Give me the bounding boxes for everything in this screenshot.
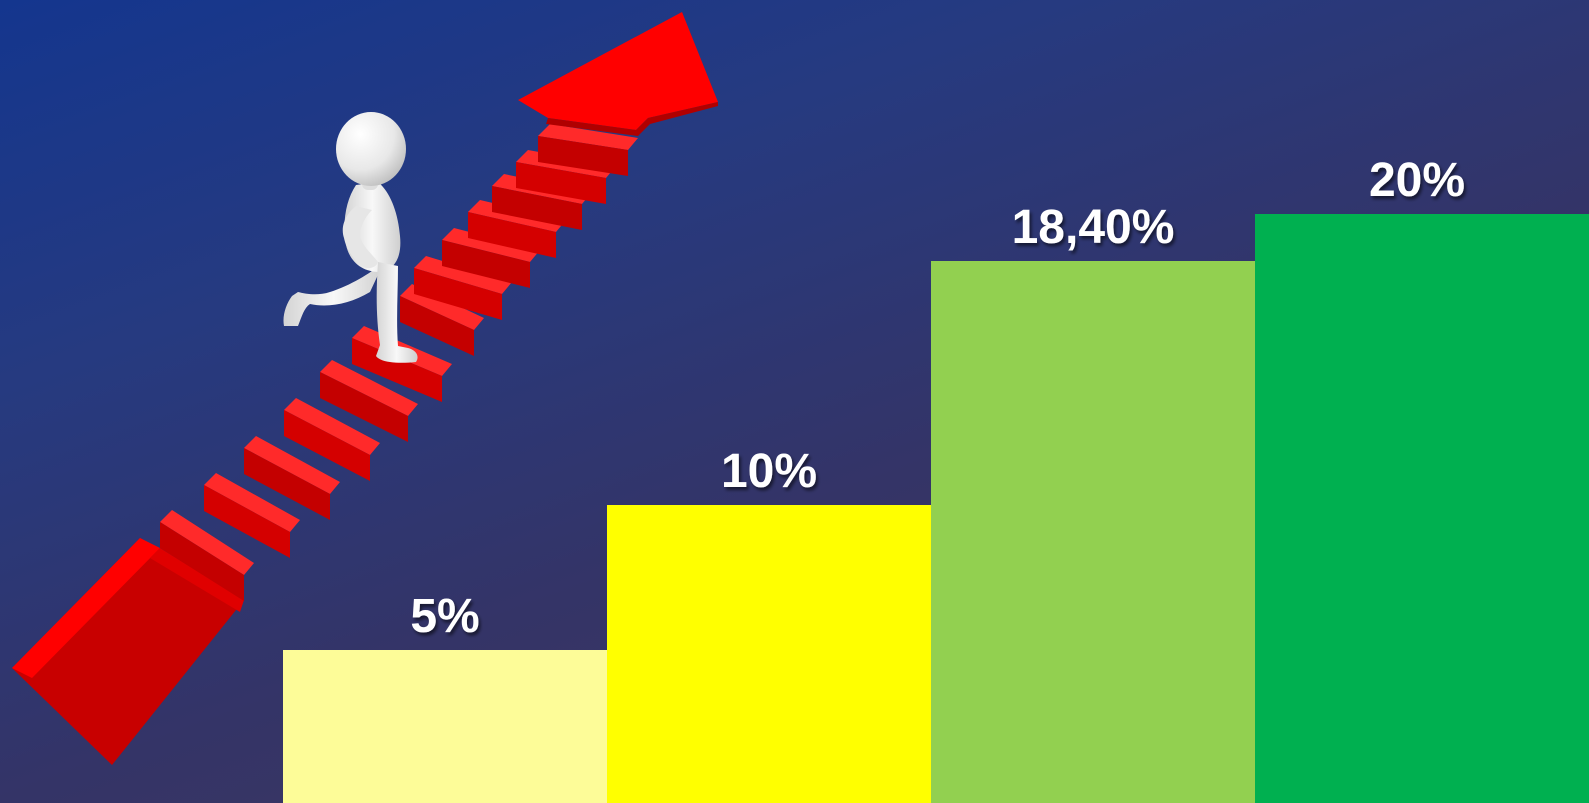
stair-step-riser (352, 338, 442, 402)
stair-arrow-head-edge (546, 102, 718, 136)
stair-base-top (12, 538, 160, 678)
red-staircase-arrow-icon (12, 12, 718, 765)
stair-step-riser (538, 136, 628, 176)
stair-base-face (150, 548, 244, 612)
stair-step-top (538, 124, 638, 150)
stair-step-riser (516, 162, 606, 204)
stair-step-riser (442, 240, 530, 288)
bar (607, 505, 931, 803)
figure-climbing-stairs-icon (283, 112, 418, 363)
stair-step-riser (468, 212, 556, 258)
stair-base-side (12, 538, 244, 765)
bar-value-label: 10% (721, 445, 817, 498)
stair-step-top (320, 360, 418, 416)
data-labels: 5% 10% 18,40% 20% (410, 154, 1465, 643)
bar (283, 650, 607, 803)
stair-step-riser (492, 186, 582, 230)
bar-value-label: 20% (1369, 154, 1465, 207)
stair-arrow-head (518, 12, 718, 130)
stair-step-riser (400, 296, 474, 356)
stair-step-riser (284, 410, 370, 481)
bar-value-label: 18,40% (1012, 201, 1175, 254)
stair-step-riser (320, 372, 408, 442)
stair-step-riser (414, 268, 502, 320)
stair-step-top (160, 510, 254, 575)
stair-step-riser (204, 485, 290, 558)
bar (931, 261, 1255, 803)
stair-step-riser (244, 448, 330, 520)
stair-step-top (414, 256, 512, 294)
stair-step-riser (160, 522, 244, 601)
bar-series (283, 214, 1589, 803)
stair-step-top (284, 398, 380, 455)
stair-step-top (244, 436, 340, 494)
stair-step-top (442, 228, 540, 262)
bar (1255, 214, 1589, 803)
bar-value-label: 5% (410, 590, 479, 643)
stair-step-top (204, 473, 300, 532)
